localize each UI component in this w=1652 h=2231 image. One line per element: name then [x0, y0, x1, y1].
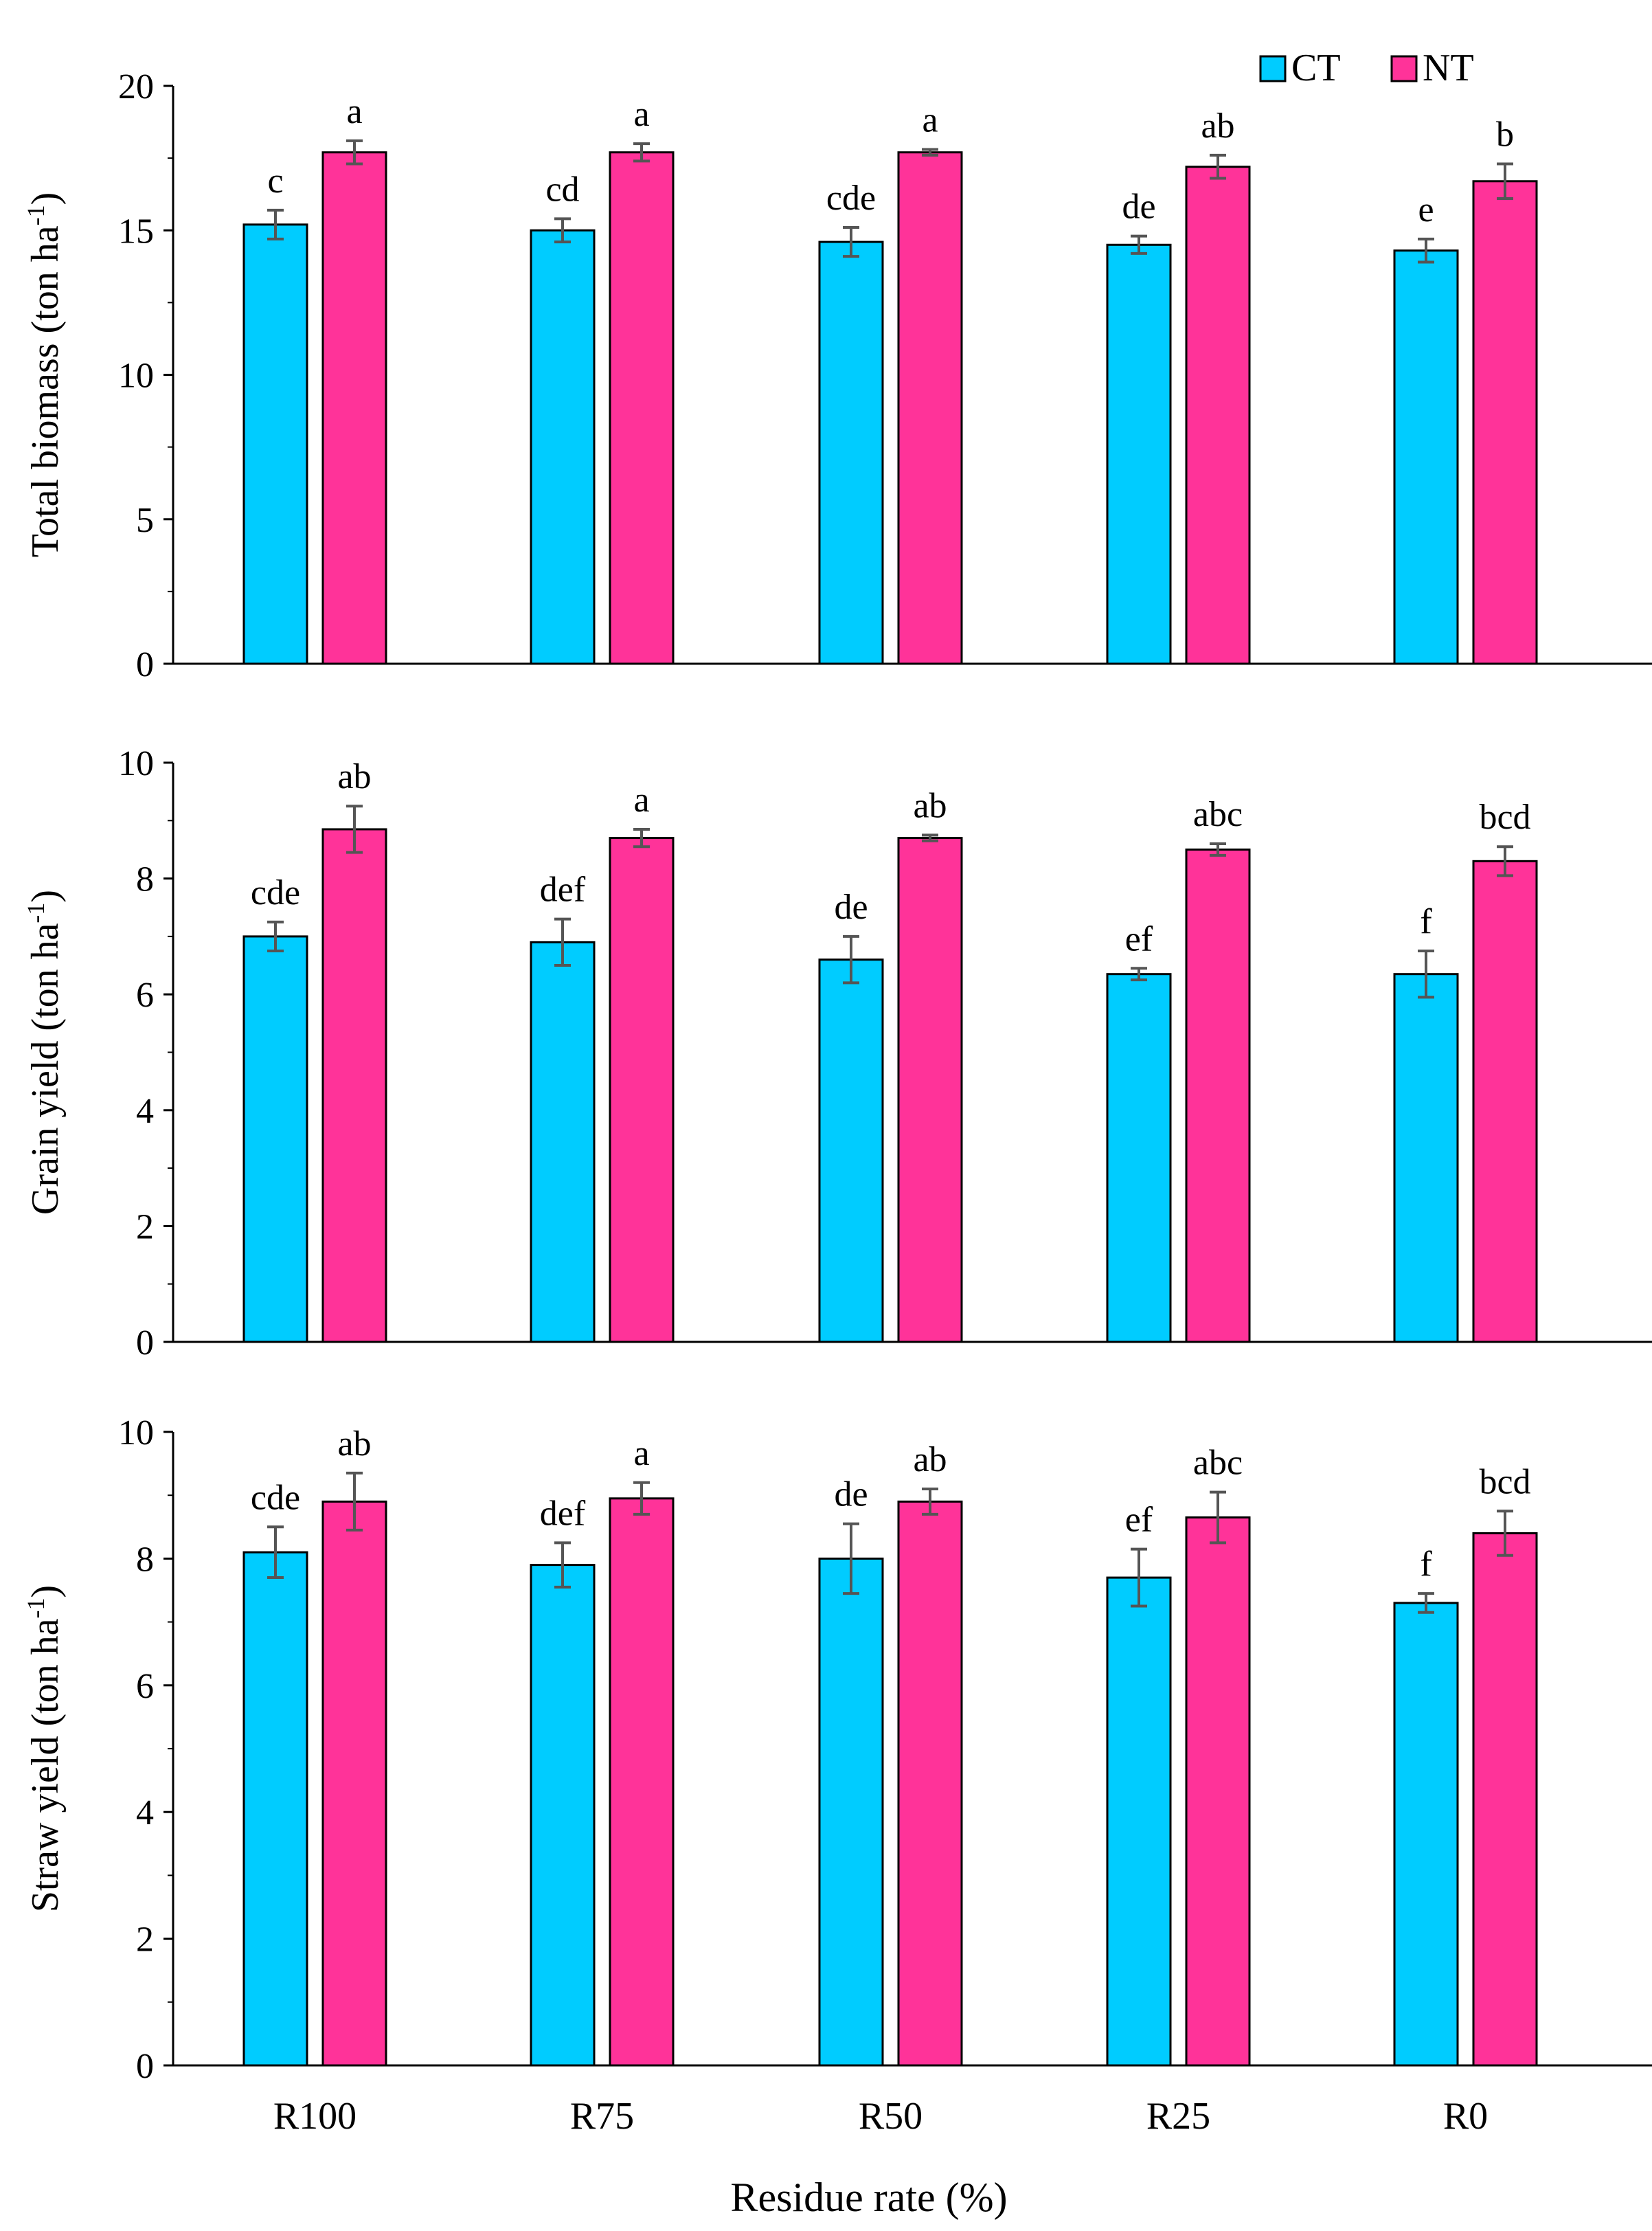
x-axis-title: Residue rate (%) — [730, 2175, 1007, 2220]
bar-ct-r0 — [1393, 249, 1459, 665]
bar-ct-r25 — [1106, 243, 1172, 665]
bar-nt-r100 — [321, 828, 387, 1343]
significance-label: de — [834, 1475, 868, 1514]
legend: CT NT — [1259, 47, 1474, 89]
significance-label: a — [633, 781, 649, 820]
grain-yield-chart: 0 2 4 6 8 10 Grain yield (ton ha-1) cde def de ef f… — [22, 744, 1652, 1363]
significance-label: a — [922, 101, 938, 140]
legend-swatch-nt — [1390, 55, 1418, 82]
bar-ct-r75 — [530, 1564, 596, 2067]
y-tick-label: 8 — [136, 1540, 154, 1579]
significance-label: ab — [1201, 106, 1234, 146]
bar-ct-r25 — [1106, 1576, 1172, 2067]
x-category-label: R75 — [570, 2095, 634, 2138]
y-tick-label: 10 — [118, 1413, 154, 1453]
straw-yield-chart: 0 2 4 6 8 10 Straw yield (ton ha-1) cde def de ef f… — [22, 1413, 1652, 2138]
significance-label: de — [1122, 188, 1155, 227]
y-tick-label: 4 — [136, 1092, 154, 1131]
y-tick-label: 5 — [136, 501, 154, 540]
y-tick-label: 20 — [118, 67, 154, 106]
legend-swatch-ct — [1259, 55, 1287, 82]
significance-label: ab — [913, 1440, 947, 1479]
y-tick-label: 0 — [136, 645, 154, 684]
bar-nt-r75 — [609, 1497, 675, 2067]
bar-ct-r100 — [242, 223, 308, 665]
significance-label: abc — [1193, 795, 1243, 834]
bar-ct-r75 — [530, 229, 596, 665]
y-tick-label: 10 — [118, 357, 154, 396]
bar-nt-r100 — [321, 151, 387, 665]
bar-nt-r75 — [609, 837, 675, 1343]
bar-ct-r0 — [1393, 1602, 1459, 2067]
x-category-label: R100 — [273, 2095, 357, 2138]
bar-nt-r25 — [1185, 1516, 1251, 2067]
y-axis-title: Grain yield (ton ha-1) — [22, 890, 67, 1215]
significance-label: abc — [1193, 1444, 1243, 1483]
y-tick-label: 6 — [136, 1667, 154, 1706]
significance-label: cde — [251, 873, 300, 912]
x-category-label: R25 — [1146, 2095, 1210, 2138]
bar-ct-r100 — [242, 935, 308, 1343]
significance-label: ab — [337, 757, 371, 796]
bar-nt-r0 — [1472, 180, 1538, 665]
significance-label: de — [834, 888, 868, 927]
bar-ct-r75 — [530, 941, 596, 1343]
bar-nt-r50 — [897, 837, 963, 1343]
bar-nt-r75 — [609, 151, 675, 665]
bar-nt-r25 — [1185, 848, 1251, 1343]
y-tick-label: 15 — [118, 212, 154, 251]
significance-label: ab — [913, 786, 947, 825]
significance-label: bcd — [1479, 798, 1530, 837]
significance-label: b — [1496, 115, 1514, 155]
y-tick-label: 10 — [118, 744, 154, 783]
significance-label: f — [1420, 1545, 1432, 1584]
bar-ct-r0 — [1393, 973, 1459, 1343]
y-axis-title: Straw yield (ton ha-1) — [22, 1585, 67, 1912]
bar-nt-r50 — [897, 1500, 963, 2067]
y-tick-label: 8 — [136, 860, 154, 899]
bar-nt-r100 — [321, 1500, 387, 2067]
significance-label: cde — [826, 179, 876, 218]
legend-label-ct: CT — [1291, 47, 1341, 89]
significance-label: bcd — [1479, 1462, 1530, 1501]
significance-label: a — [346, 92, 362, 131]
bar-ct-r50 — [818, 1557, 884, 2067]
y-tick-label: 0 — [136, 1323, 154, 1363]
bar-ct-r50 — [818, 958, 884, 1343]
bar-nt-r50 — [897, 151, 963, 665]
y-tick-label: 6 — [136, 976, 154, 1015]
significance-label: c — [267, 161, 283, 201]
significance-label: a — [633, 1434, 649, 1473]
x-category-label: R50 — [859, 2095, 923, 2138]
significance-label: ef — [1125, 919, 1153, 958]
bar-nt-r25 — [1185, 166, 1251, 665]
y-tick-label: 2 — [136, 1920, 154, 1960]
significance-label: a — [633, 95, 649, 134]
bar-nt-r0 — [1472, 1532, 1538, 2067]
y-tick-label: 0 — [136, 2047, 154, 2086]
y-axis-title: Total biomass (ton ha-1) — [22, 192, 67, 558]
significance-label: ef — [1125, 1501, 1153, 1540]
significance-label: e — [1418, 190, 1434, 229]
x-category-label: R0 — [1443, 2095, 1488, 2138]
bar-ct-r100 — [242, 1551, 308, 2067]
bar-ct-r50 — [818, 240, 884, 665]
y-tick-label: 2 — [136, 1207, 154, 1246]
bar-nt-r0 — [1472, 860, 1538, 1343]
bar-ct-r25 — [1106, 973, 1172, 1343]
y-tick-label: 4 — [136, 1793, 154, 1832]
total-biomass-chart: 0 5 10 15 20 Total biomass (ton ha-1) c cd cde de… — [22, 67, 1652, 684]
significance-label: ab — [337, 1424, 371, 1464]
significance-label: f — [1420, 902, 1432, 941]
significance-label: cde — [251, 1478, 300, 1517]
legend-label-nt: NT — [1423, 47, 1474, 89]
significance-label: def — [540, 1494, 586, 1533]
significance-label: cd — [545, 170, 579, 209]
significance-label: def — [540, 871, 586, 910]
